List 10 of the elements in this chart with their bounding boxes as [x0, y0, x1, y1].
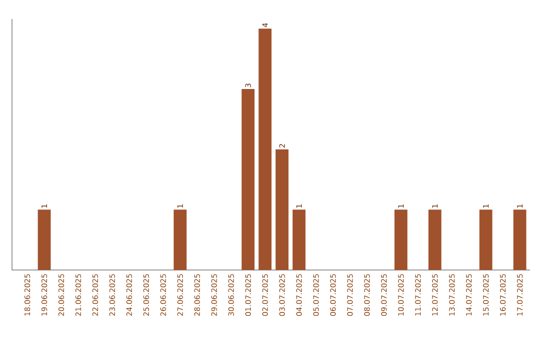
bar — [513, 210, 526, 270]
bar — [258, 28, 272, 270]
bar — [174, 210, 187, 270]
bar — [292, 210, 306, 270]
bar — [38, 210, 51, 270]
bar — [479, 210, 492, 270]
bar — [394, 210, 408, 270]
bar — [428, 210, 442, 270]
bar — [276, 149, 288, 270]
bar — [242, 88, 255, 270]
